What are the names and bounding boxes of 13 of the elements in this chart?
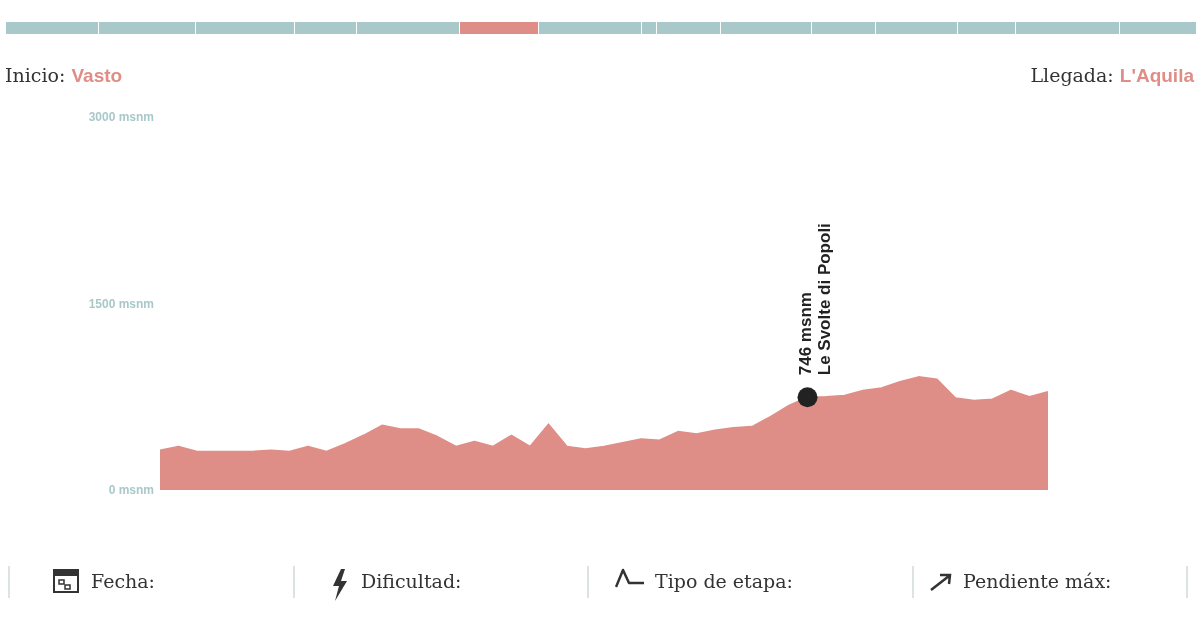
text: Pendiente máx: [963, 570, 1112, 592]
text: Fecha: [91, 570, 155, 592]
annotation: Le Svolte di Popoli [814, 223, 834, 376]
text: Llegada: [1030, 64, 1114, 86]
y-tick-label: 0 msnm [108, 483, 154, 498]
text: Vasto [71, 65, 123, 86]
y-tick-label: 3000 msnm [88, 110, 154, 125]
text: Tipo de etapa: [655, 570, 793, 592]
y-tick-label: 1500 msnm [88, 296, 154, 311]
annotation: 746 msnm [795, 292, 815, 376]
text: Inicio: [5, 64, 66, 86]
text: L'Aquila [1119, 65, 1194, 86]
text: Dificultad: [361, 570, 462, 592]
